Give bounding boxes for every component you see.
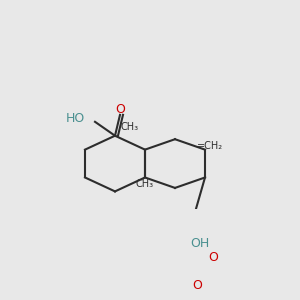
Text: O: O bbox=[192, 279, 202, 292]
Text: O: O bbox=[115, 103, 125, 116]
Text: CH₃: CH₃ bbox=[121, 122, 139, 132]
Text: CH₃: CH₃ bbox=[136, 179, 154, 189]
Text: HO: HO bbox=[66, 112, 85, 125]
Text: OH: OH bbox=[190, 237, 210, 250]
Text: =CH₂: =CH₂ bbox=[197, 141, 223, 151]
Text: O: O bbox=[208, 251, 218, 264]
